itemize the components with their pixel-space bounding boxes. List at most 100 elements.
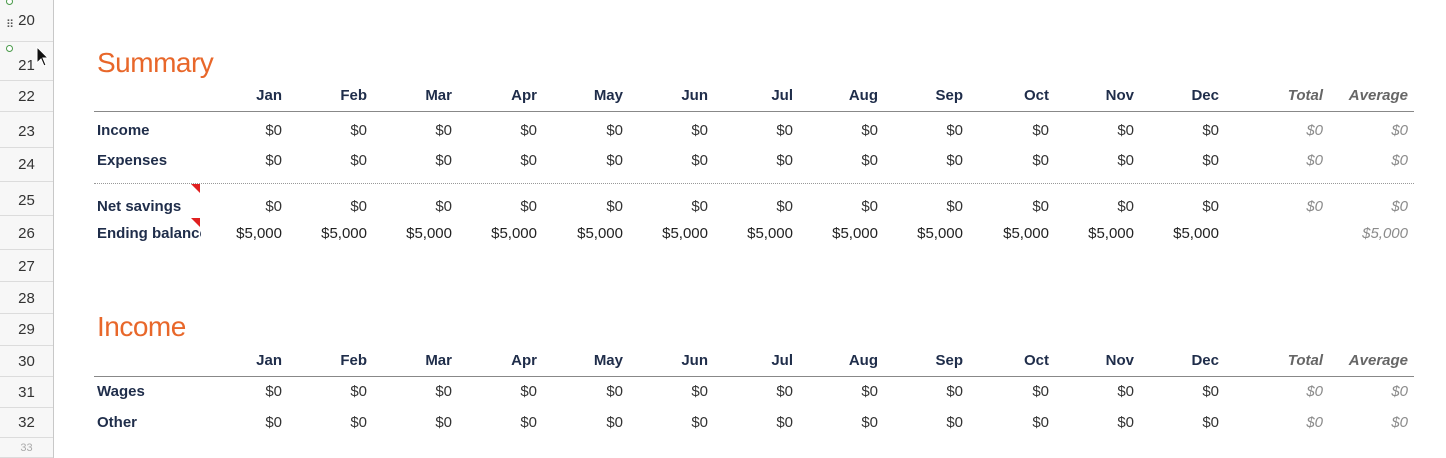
month-value-cell[interactable]: $0 [1117,152,1134,169]
month-value-cell[interactable]: $0 [691,383,708,400]
month-value-cell[interactable]: $0 [435,414,452,431]
month-value-cell[interactable]: $5,000 [491,225,537,242]
row-number[interactable]: 31 [0,377,53,408]
month-value-cell[interactable]: $0 [1202,122,1219,139]
month-value-cell[interactable]: $0 [861,122,878,139]
month-value-cell[interactable]: $0 [520,198,537,215]
row-header-column[interactable]: ⠿ 20 21 22 23 24 25 26 27 28 29 30 31 32… [0,0,54,458]
month-value-cell[interactable]: $0 [520,383,537,400]
total-value-cell[interactable]: $0 [1306,414,1323,431]
month-value-cell[interactable]: $0 [520,152,537,169]
month-value-cell[interactable]: $5,000 [321,225,367,242]
month-header-cell[interactable]: Nov [1105,352,1134,369]
comment-indicator-icon[interactable] [191,184,200,193]
month-value-cell[interactable]: $0 [946,198,963,215]
row-number[interactable]: 30 [0,346,53,377]
average-value-cell[interactable]: $0 [1391,122,1408,139]
month-value-cell[interactable]: $0 [1032,414,1049,431]
month-value-cell[interactable]: $0 [1032,198,1049,215]
month-value-cell[interactable]: $0 [265,122,282,139]
month-value-cell[interactable]: $0 [1032,383,1049,400]
month-value-cell[interactable]: $0 [946,122,963,139]
month-header-cell[interactable]: Jun [681,352,708,369]
total-header-cell[interactable]: Total [1287,352,1323,369]
month-header-cell[interactable]: Dec [1191,352,1219,369]
average-value-cell[interactable]: $0 [1391,414,1408,431]
month-header-cell[interactable]: Sep [935,352,963,369]
month-value-cell[interactable]: $0 [1032,152,1049,169]
month-value-cell[interactable]: $0 [1117,414,1134,431]
row-number[interactable]: 27 [0,252,53,282]
month-header-cell[interactable]: Oct [1023,352,1049,369]
comment-indicator-icon[interactable] [191,218,200,227]
total-header-cell[interactable]: Total [1287,87,1323,104]
row-number[interactable]: 29 [0,314,53,346]
month-header-cell[interactable]: Apr [511,87,537,104]
month-header-cell[interactable]: Jun [681,87,708,104]
month-header-cell[interactable]: Aug [848,352,878,369]
month-value-cell[interactable]: $0 [861,383,878,400]
month-value-cell[interactable]: $0 [946,152,963,169]
month-value-cell[interactable]: $0 [776,152,793,169]
month-header-cell[interactable]: Jan [256,352,282,369]
month-value-cell[interactable]: $5,000 [1173,225,1219,242]
month-value-cell[interactable]: $5,000 [1003,225,1049,242]
month-value-cell[interactable]: $5,000 [406,225,452,242]
month-value-cell[interactable]: $0 [946,414,963,431]
month-value-cell[interactable]: $0 [435,198,452,215]
month-value-cell[interactable]: $0 [606,383,623,400]
month-value-cell[interactable]: $0 [1202,383,1219,400]
month-value-cell[interactable]: $5,000 [917,225,963,242]
row-number[interactable]: 21 [0,51,53,81]
month-header-cell[interactable]: Jul [771,352,793,369]
row-number[interactable]: 24 [0,148,53,182]
total-value-cell[interactable]: $0 [1306,152,1323,169]
selection-handle-icon[interactable] [6,45,13,52]
month-value-cell[interactable]: $0 [776,383,793,400]
row-number[interactable]: 32 [0,408,53,438]
month-value-cell[interactable]: $0 [861,198,878,215]
month-value-cell[interactable]: $5,000 [832,225,878,242]
month-value-cell[interactable]: $0 [1117,198,1134,215]
month-value-cell[interactable]: $0 [1202,198,1219,215]
month-value-cell[interactable]: $0 [1117,122,1134,139]
month-value-cell[interactable]: $0 [691,152,708,169]
month-value-cell[interactable]: $0 [350,198,367,215]
month-header-cell[interactable]: Sep [935,87,963,104]
month-value-cell[interactable]: $0 [1032,122,1049,139]
month-header-cell[interactable]: Jan [256,87,282,104]
drag-handle-icon[interactable]: ⠿ [6,19,14,31]
month-value-cell[interactable]: $0 [350,414,367,431]
row-label-cell[interactable]: Wages [97,383,145,400]
month-header-cell[interactable]: Apr [511,352,537,369]
month-value-cell[interactable]: $0 [350,152,367,169]
average-value-cell[interactable]: $0 [1391,152,1408,169]
row-number[interactable]: 26 [0,218,53,250]
row-label-cell[interactable]: Ending balance [97,225,201,242]
month-value-cell[interactable]: $5,000 [1088,225,1134,242]
month-header-cell[interactable]: Feb [340,87,367,104]
month-header-cell[interactable]: Nov [1105,87,1134,104]
average-header-cell[interactable]: Average [1348,87,1408,104]
month-header-cell[interactable]: Dec [1191,87,1219,104]
month-header-cell[interactable]: May [593,87,623,104]
month-value-cell[interactable]: $0 [1117,383,1134,400]
month-value-cell[interactable]: $5,000 [747,225,793,242]
row-number[interactable]: 28 [0,283,53,314]
month-value-cell[interactable]: $0 [606,198,623,215]
month-value-cell[interactable]: $0 [265,152,282,169]
month-value-cell[interactable]: $0 [435,122,452,139]
average-value-cell[interactable]: $0 [1391,383,1408,400]
row-label-cell[interactable]: Expenses [97,152,168,169]
month-value-cell[interactable]: $0 [776,122,793,139]
month-header-cell[interactable]: Feb [340,352,367,369]
month-value-cell[interactable]: $0 [265,198,282,215]
month-value-cell[interactable]: $5,000 [662,225,708,242]
average-value-cell[interactable]: $5,000 [1362,225,1408,242]
month-header-cell[interactable]: Aug [848,87,878,104]
row-number[interactable]: 20 [0,12,53,42]
total-value-cell[interactable]: $0 [1306,122,1323,139]
month-header-cell[interactable]: Oct [1023,87,1049,104]
month-value-cell[interactable]: $0 [606,122,623,139]
month-value-cell[interactable]: $0 [350,383,367,400]
